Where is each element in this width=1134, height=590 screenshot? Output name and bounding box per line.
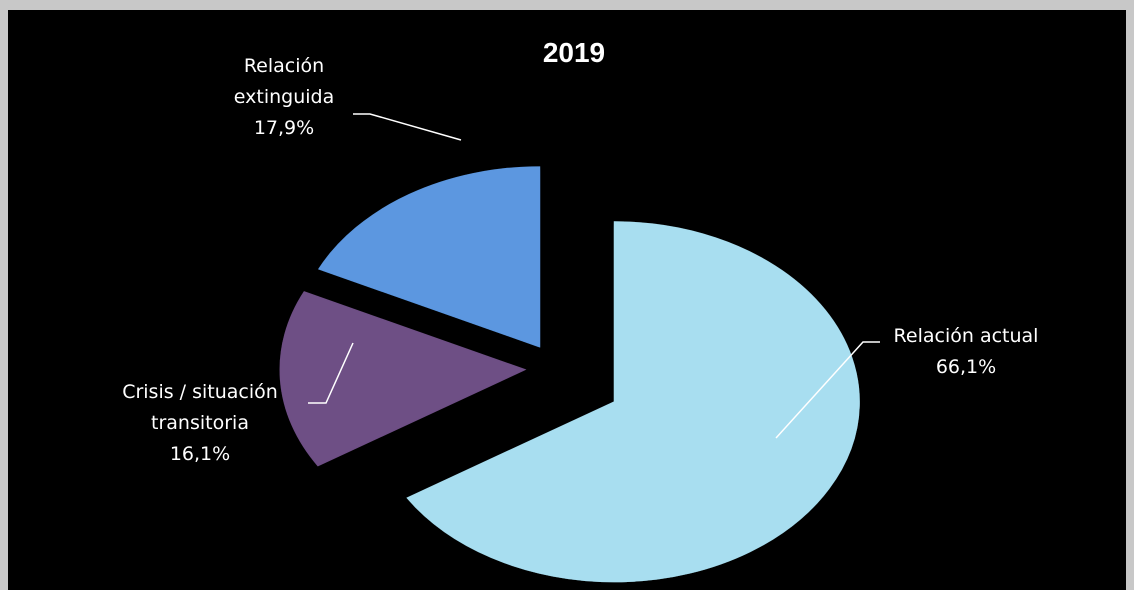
slice-name-label: transitoria [151,412,249,434]
leader-line-2 [353,113,462,141]
slice-label-0: Relación actual 66,1% [894,325,1039,378]
pie-slice-0 [406,221,860,583]
slice-label-2: Relación extinguida 17,9% [234,55,334,139]
leader-line-0 [775,341,880,439]
chart-title: 2019 [543,37,605,68]
slice-name-label: Relación actual [894,325,1039,347]
slice-value-label: 17,9% [254,117,314,139]
pie-slice-1 [279,291,527,467]
slice-name-label: Crisis / situación [122,381,278,403]
chart-frame: 2019 Relación actual 66,1% Crisis / situac… [8,10,1126,590]
slice-value-label: 16,1% [170,443,230,465]
slice-name-label: extinguida [234,86,334,108]
leader-line-1 [308,342,354,404]
pie-slice-2 [318,166,541,348]
slice-value-label: 66,1% [936,356,996,378]
pie-chart: 2019 Relación actual 66,1% Crisis / situac… [122,37,1039,583]
slice-name-label: Relación [244,55,324,77]
slice-label-1: Crisis / situación transitoria 16,1% [122,381,278,465]
